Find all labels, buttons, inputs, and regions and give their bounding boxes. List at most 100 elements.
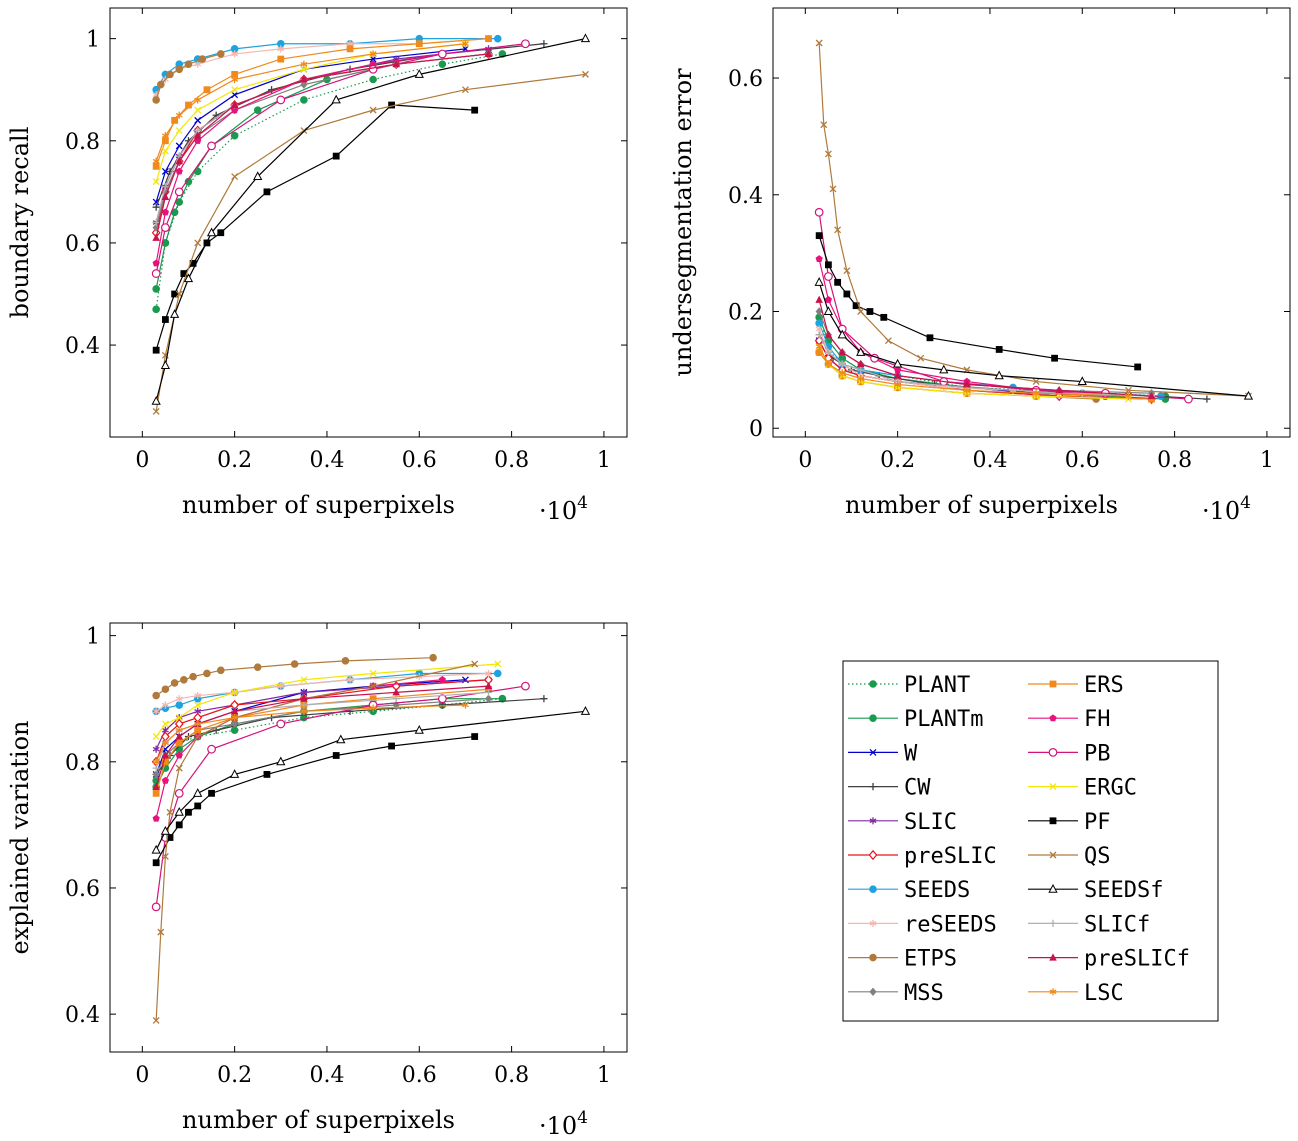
- legend-item-reseeds: reSEEDS: [848, 912, 997, 937]
- data-point: [346, 676, 354, 684]
- legend-label: W: [904, 741, 918, 766]
- data-point: [175, 764, 183, 772]
- data-point: [151, 269, 161, 278]
- data-point: [498, 694, 507, 703]
- data-point: [824, 330, 833, 338]
- data-point: [194, 802, 202, 810]
- legend-item-preslic: preSLIC: [848, 844, 997, 869]
- data-point: [175, 142, 183, 150]
- data-point: [824, 360, 832, 368]
- series-line: [155, 48, 466, 203]
- data-point: [493, 669, 502, 678]
- data-point: [175, 821, 183, 829]
- data-point: [253, 171, 263, 181]
- data-point: [852, 302, 860, 310]
- data-point: [151, 902, 161, 912]
- data-point: [857, 375, 865, 383]
- series-line: [818, 311, 1152, 394]
- data-point: [414, 69, 424, 78]
- data-point: [193, 131, 202, 139]
- data-point: [231, 719, 239, 729]
- data-point: [180, 675, 188, 684]
- data-point: [939, 364, 949, 374]
- data-point: [815, 348, 823, 356]
- data-point: [161, 167, 169, 175]
- x-tick-label: 0.6: [1065, 448, 1100, 473]
- data-point: [231, 106, 239, 114]
- data-point: [429, 653, 437, 662]
- data-point: [493, 34, 502, 43]
- data-point: [180, 270, 188, 277]
- data-point: [581, 70, 589, 78]
- data-point: [917, 354, 925, 362]
- data-point: [300, 75, 308, 83]
- data-point: [894, 380, 902, 389]
- legend-swatch-marker: [869, 680, 877, 688]
- data-point: [485, 35, 492, 43]
- y-tick-label: 1: [86, 28, 100, 53]
- data-point: [152, 203, 160, 211]
- data-point: [231, 173, 239, 180]
- series-line: [155, 698, 503, 788]
- legend-swatch-marker: [1049, 988, 1057, 996]
- data-point: [834, 278, 842, 286]
- data-point: [540, 695, 548, 703]
- series-lsc: [152, 40, 469, 165]
- x-tick-label: 1: [597, 1063, 611, 1088]
- legend-label: PB: [1084, 741, 1111, 766]
- series-line: [818, 235, 1138, 368]
- data-point: [161, 208, 170, 216]
- data-point: [438, 675, 446, 683]
- data-point: [963, 386, 971, 394]
- legend-label: SEEDSf: [1084, 878, 1163, 903]
- series-line: [155, 53, 489, 228]
- data-point: [815, 331, 823, 339]
- data-point: [194, 726, 202, 734]
- x-tick-label: 1: [597, 448, 611, 473]
- data-point: [484, 694, 493, 703]
- x-scale-base: ·10: [1202, 497, 1240, 525]
- data-point: [1055, 386, 1063, 394]
- series-line: [155, 53, 443, 264]
- data-point: [484, 681, 493, 690]
- data-point: [152, 157, 160, 165]
- legend-label: ERS: [1084, 673, 1124, 698]
- data-point: [160, 360, 171, 369]
- data-point: [815, 307, 823, 316]
- data-point: [857, 366, 865, 374]
- series-line: [155, 710, 586, 851]
- data-point: [194, 720, 202, 728]
- data-point: [152, 691, 160, 700]
- data-point: [175, 111, 183, 119]
- data-point: [231, 75, 239, 84]
- data-point: [175, 695, 183, 703]
- data-point: [300, 65, 308, 73]
- data-point: [231, 86, 239, 94]
- data-point: [194, 691, 202, 700]
- legend-item-etps: ETPS: [848, 947, 957, 972]
- series-line: [155, 104, 475, 351]
- data-point: [157, 928, 165, 936]
- data-point: [369, 106, 377, 114]
- data-point: [194, 239, 202, 247]
- data-point: [171, 290, 179, 298]
- data-point: [369, 704, 377, 712]
- data-point: [161, 137, 169, 145]
- data-point: [880, 313, 888, 321]
- series-preslicf: [815, 295, 1156, 400]
- legend-label: preSLICf: [1084, 947, 1190, 972]
- legend-item-mss: MSS: [848, 981, 944, 1006]
- x-scale-base: ·10: [539, 497, 577, 525]
- legend-swatch-marker: [1049, 919, 1057, 927]
- series-slic: [152, 676, 492, 753]
- data-point: [166, 808, 174, 816]
- legend-swatch-marker: [869, 885, 877, 893]
- legend-label: SEEDS: [904, 878, 970, 903]
- series-seeds: [815, 319, 1165, 400]
- series-line: [818, 340, 1152, 400]
- data-point: [300, 701, 308, 709]
- data-point: [276, 719, 286, 729]
- data-point: [1184, 394, 1193, 404]
- data-point: [161, 147, 169, 155]
- legend-label: MSS: [904, 981, 944, 1006]
